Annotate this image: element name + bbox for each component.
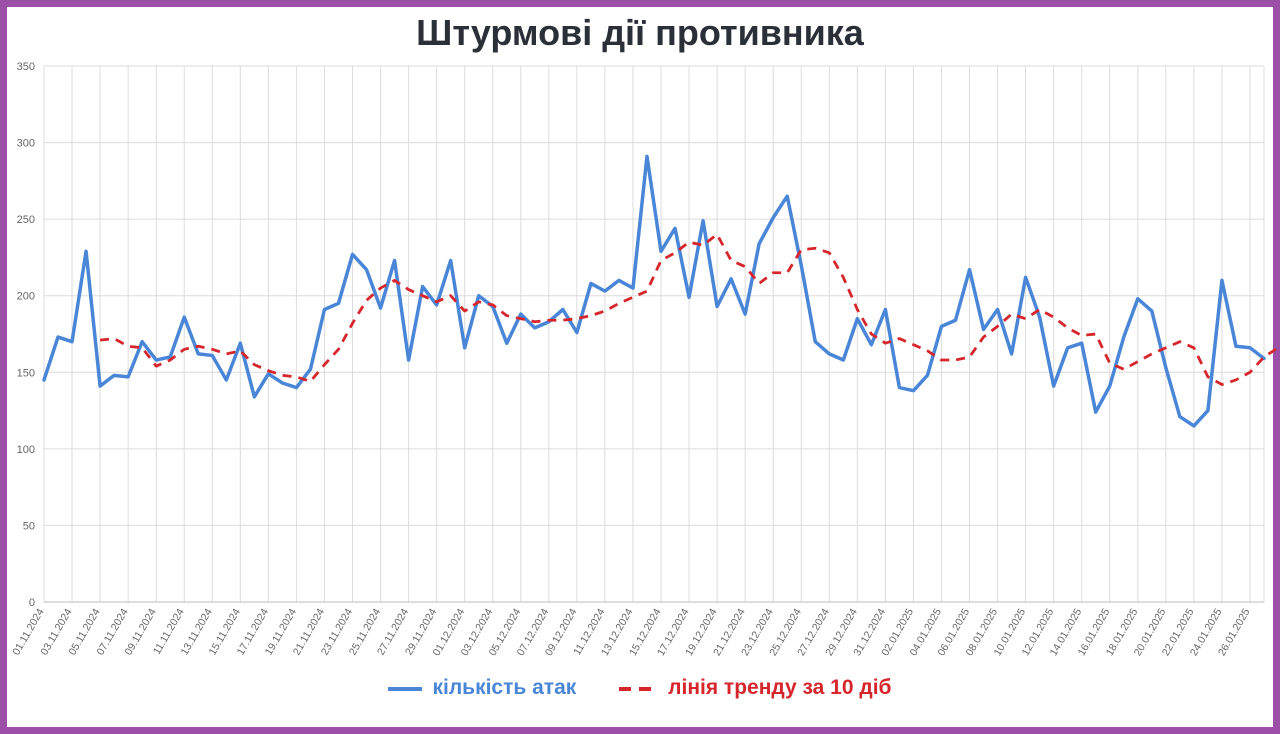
legend: кількість атак лінія тренду за 10 діб xyxy=(0,676,1280,700)
series-line-attacks xyxy=(42,154,1266,428)
legend-item-attacks: кількість атак xyxy=(388,676,576,700)
y-tick-label: 250 xyxy=(17,214,35,226)
y-tick-label: 0 xyxy=(29,597,35,609)
legend-dashed-line-icon xyxy=(619,686,658,691)
legend-label-trend: лінія тренду за 10 діб xyxy=(668,676,892,700)
legend-item-trend: лінія тренду за 10 діб xyxy=(618,676,892,700)
legend-solid-line-icon xyxy=(388,686,423,691)
y-tick-label: 200 xyxy=(17,291,35,303)
chart-title: Штурмові дії противника xyxy=(416,12,864,53)
legend-label-attacks: кількість атак xyxy=(432,676,577,700)
y-tick-label: 150 xyxy=(17,367,35,379)
y-tick-label: 100 xyxy=(17,444,35,456)
y-tick-label: 350 xyxy=(17,61,35,73)
y-tick-label: 300 xyxy=(17,138,35,150)
y-tick-label: 50 xyxy=(23,520,35,532)
